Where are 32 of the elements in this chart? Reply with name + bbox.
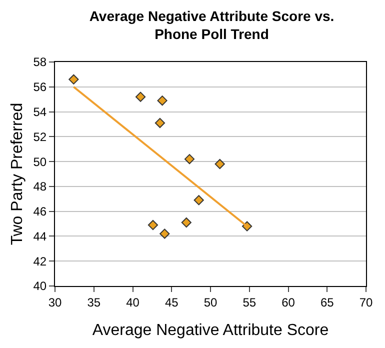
x-tick-label: 30	[48, 295, 62, 310]
x-tick-label: 65	[320, 295, 334, 310]
y-axis-title: Two Party Preferred	[9, 102, 26, 246]
y-tick-label: 58	[33, 55, 47, 70]
point	[160, 228, 170, 239]
point	[181, 217, 192, 228]
point	[135, 92, 146, 102]
point	[214, 158, 225, 170]
point	[184, 154, 195, 164]
y-tick-label: 42	[33, 254, 47, 268]
x-axis-title: Average Negative Attribute Score	[92, 322, 329, 340]
x-tick-label: 70	[359, 295, 373, 310]
x-tick-label: 55	[242, 295, 256, 310]
x-tick-label: 60	[282, 295, 296, 310]
x-tick-label: 45	[164, 295, 179, 310]
x-tick-label: 35	[87, 295, 101, 310]
point	[157, 96, 168, 106]
x-tick-label: 50	[204, 295, 218, 310]
point	[68, 74, 79, 84]
chart-title: Average Negative Attribute Score vs. Phone Poll Trend	[89, 8, 334, 42]
y-tick-label: 46	[33, 204, 47, 219]
point	[148, 220, 158, 230]
y-tick-label: 50	[33, 154, 47, 169]
y-tick-label: 48	[33, 180, 47, 194]
y-tick-label: 54	[33, 104, 47, 119]
y-tick-label: 56	[33, 80, 47, 94]
point	[194, 195, 204, 206]
x-tick-label: 40	[126, 295, 140, 310]
y-tick-label: 40	[33, 279, 47, 294]
y-tick-label: 52	[33, 130, 47, 144]
y-tick-label: 44	[33, 229, 47, 244]
point	[154, 118, 166, 128]
